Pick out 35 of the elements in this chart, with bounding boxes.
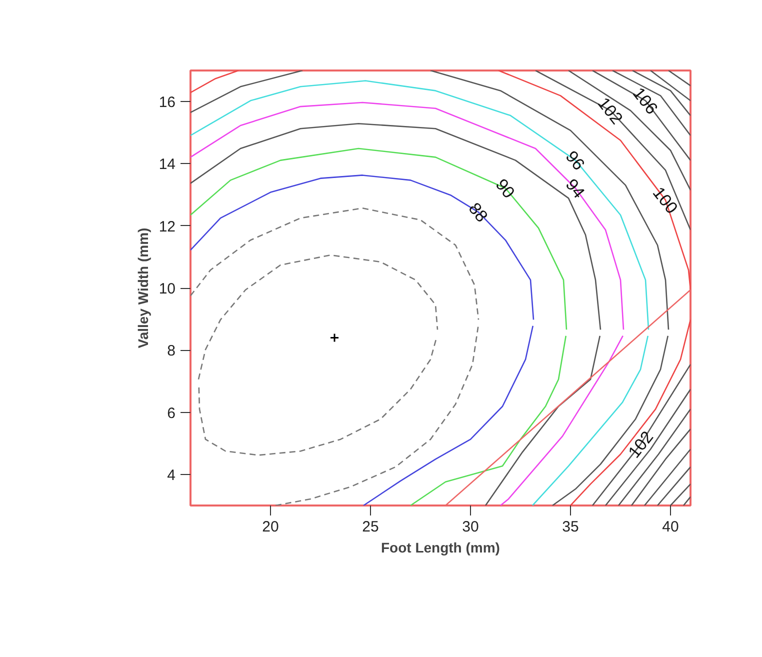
x-tick-label: 25	[362, 518, 379, 536]
annotation: 102	[624, 428, 658, 462]
x-axis-title: Foot Length (mm)	[381, 540, 500, 556]
y-tick-label: 10	[158, 280, 176, 298]
line-series	[500, 335, 624, 506]
annotation: 94	[562, 175, 588, 202]
annotation: 102	[594, 94, 626, 128]
y-tick-label: 8	[167, 342, 176, 360]
annotation: 100	[648, 183, 682, 218]
annotation: 88	[464, 199, 492, 226]
line-series	[198, 337, 438, 456]
line-series	[190, 174, 534, 320]
x-tick-label: 30	[462, 518, 479, 536]
x-tick-label: 35	[562, 518, 579, 536]
y-tick-label: 16	[158, 94, 176, 112]
y-tick-label: 6	[167, 404, 176, 422]
line-series	[484, 335, 601, 506]
line-series	[534, 70, 690, 231]
y-tick-label: 4	[167, 466, 176, 484]
x-tick-label: 20	[262, 518, 279, 536]
y-tick-label: 12	[158, 218, 176, 236]
line-series	[362, 325, 534, 506]
line-series	[190, 148, 568, 330]
x-tick-label: 40	[662, 518, 679, 536]
line-series	[498, 70, 690, 291]
line-series	[552, 335, 669, 506]
y-axis-title: Valley Width (mm)	[134, 228, 151, 348]
annotation: 106	[628, 84, 662, 118]
line-series	[410, 335, 567, 506]
annotation: 96	[562, 147, 588, 174]
line-series	[274, 326, 479, 506]
line-series	[198, 254, 438, 380]
y-tick-label: 14	[158, 156, 176, 174]
line-series	[570, 319, 690, 506]
annotation: 90	[492, 175, 518, 202]
